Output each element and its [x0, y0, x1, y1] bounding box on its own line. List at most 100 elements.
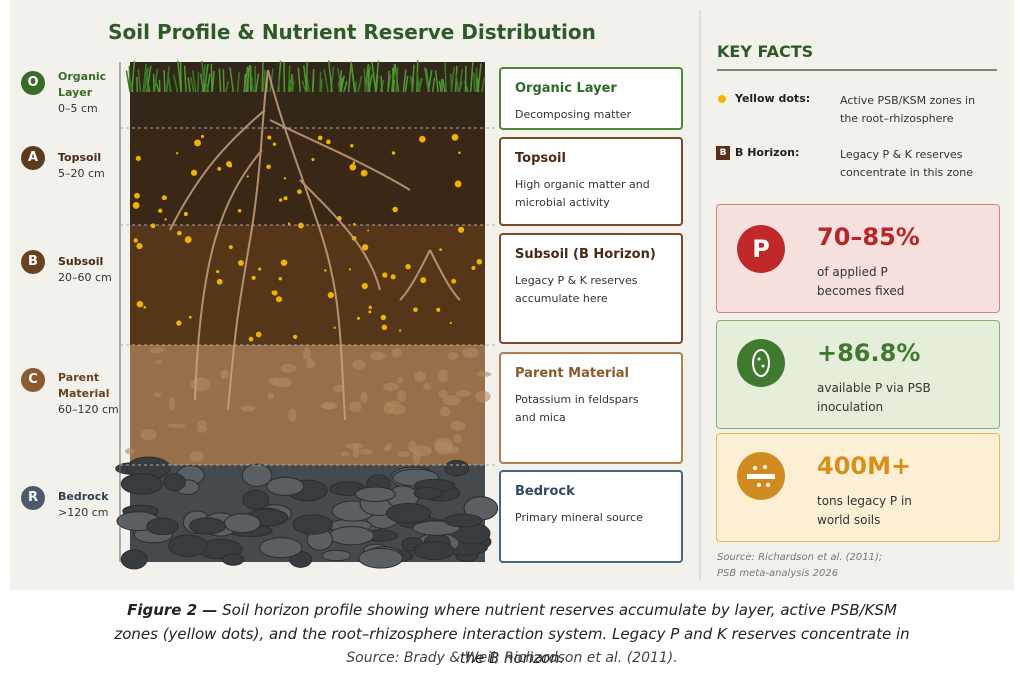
horizon-badge: A — [21, 146, 45, 170]
texture — [222, 553, 245, 566]
layer-title: Parent Material — [515, 366, 630, 381]
texture — [297, 67, 301, 93]
texture — [323, 68, 329, 93]
texture — [272, 142, 277, 146]
texture — [358, 547, 404, 569]
texture — [385, 503, 432, 524]
texture — [203, 63, 209, 93]
texture — [187, 77, 191, 93]
texture — [348, 268, 351, 271]
texture — [471, 265, 476, 270]
texture — [380, 75, 383, 93]
fact-text: Active PSB/KSM zones in the root–rhizosp… — [840, 94, 976, 125]
texture — [125, 70, 131, 93]
texture — [398, 329, 402, 332]
texture — [363, 68, 367, 93]
texture — [176, 320, 182, 326]
texture — [237, 208, 242, 213]
texture — [287, 222, 291, 225]
texture — [320, 79, 323, 93]
texture — [350, 68, 356, 93]
texture — [451, 278, 457, 284]
texture — [303, 347, 311, 361]
layer-title: Topsoil — [515, 151, 566, 166]
texture — [390, 274, 396, 280]
texture — [477, 63, 482, 93]
texture — [361, 282, 368, 290]
texture — [167, 423, 186, 428]
layer-title: Subsoil (B Horizon) — [515, 247, 656, 262]
texture — [371, 61, 377, 93]
horizon-label: Subsoil 20–60 cm — [58, 254, 120, 286]
texture — [438, 80, 443, 93]
texture — [150, 223, 156, 229]
horizon-label: Bedrock >120 cm — [58, 489, 120, 521]
texture — [149, 347, 165, 354]
texture — [188, 315, 192, 319]
layer-box: Topsoil High organic matter and microbial… — [499, 137, 683, 226]
texture — [161, 195, 167, 201]
texture — [380, 314, 387, 321]
texture — [333, 384, 344, 393]
texture — [438, 389, 448, 398]
stat-card: +86.8% available P via PSB inoculation — [716, 320, 1000, 429]
texture — [444, 459, 470, 477]
texture — [166, 72, 172, 93]
layer-text: High organic matter and microbial activi… — [515, 178, 650, 209]
texture — [189, 517, 226, 535]
stat-card: 400M+ tons legacy P in world soils — [716, 433, 1000, 542]
horizon-depth: 20–60 cm — [58, 271, 112, 284]
texture — [437, 369, 449, 383]
texture — [411, 64, 415, 93]
texture — [275, 296, 283, 303]
horizon-name: Subsoil — [58, 255, 104, 268]
texture — [354, 486, 396, 503]
texture — [158, 208, 163, 213]
stat-value: 400M+ — [817, 452, 912, 480]
texture — [229, 67, 235, 93]
texture — [301, 80, 307, 93]
texture — [140, 429, 157, 441]
horizon-name: Topsoil — [58, 151, 102, 164]
texture — [396, 390, 407, 402]
texture — [397, 377, 404, 384]
layer-box: Subsoil (B Horizon) Legacy P & K reserves… — [499, 233, 683, 344]
source: Source: Richardson et al. (2011); PSB me… — [717, 552, 883, 579]
texture — [120, 473, 163, 495]
horizon-name: Organic Layer — [58, 70, 107, 99]
stat-value: +86.8% — [817, 339, 921, 367]
texture — [228, 163, 233, 168]
texture — [340, 451, 350, 457]
texture — [197, 419, 207, 429]
stat-text: available P via PSB inoculation — [817, 381, 931, 414]
texture — [262, 69, 267, 93]
texture — [132, 202, 140, 209]
texture — [311, 75, 315, 93]
texture — [251, 275, 256, 280]
texture — [283, 196, 288, 201]
texture — [204, 81, 210, 93]
texture — [216, 278, 223, 285]
stat-text: tons legacy P in world soils — [817, 494, 912, 527]
horizon-label: Topsoil 5–20 cm — [58, 150, 120, 182]
texture — [357, 75, 363, 93]
texture — [413, 486, 444, 500]
texture — [283, 177, 287, 180]
texture — [443, 513, 483, 528]
texture — [144, 64, 149, 93]
texture — [328, 526, 375, 546]
title: Soil Profile & Nutrient Reserve Distribu… — [108, 20, 596, 44]
layer-text: Decomposing matter — [515, 108, 632, 121]
texture — [475, 390, 491, 403]
horizon-depth: 5–20 cm — [58, 167, 105, 180]
texture — [190, 377, 211, 392]
texture — [319, 71, 322, 93]
texture — [200, 134, 205, 139]
texture — [413, 541, 455, 560]
texture — [165, 66, 170, 93]
badge: B — [716, 146, 730, 160]
horizon-depth: 0–5 cm — [58, 102, 98, 115]
texture — [481, 76, 486, 93]
texture — [340, 75, 345, 93]
texture — [450, 66, 456, 93]
